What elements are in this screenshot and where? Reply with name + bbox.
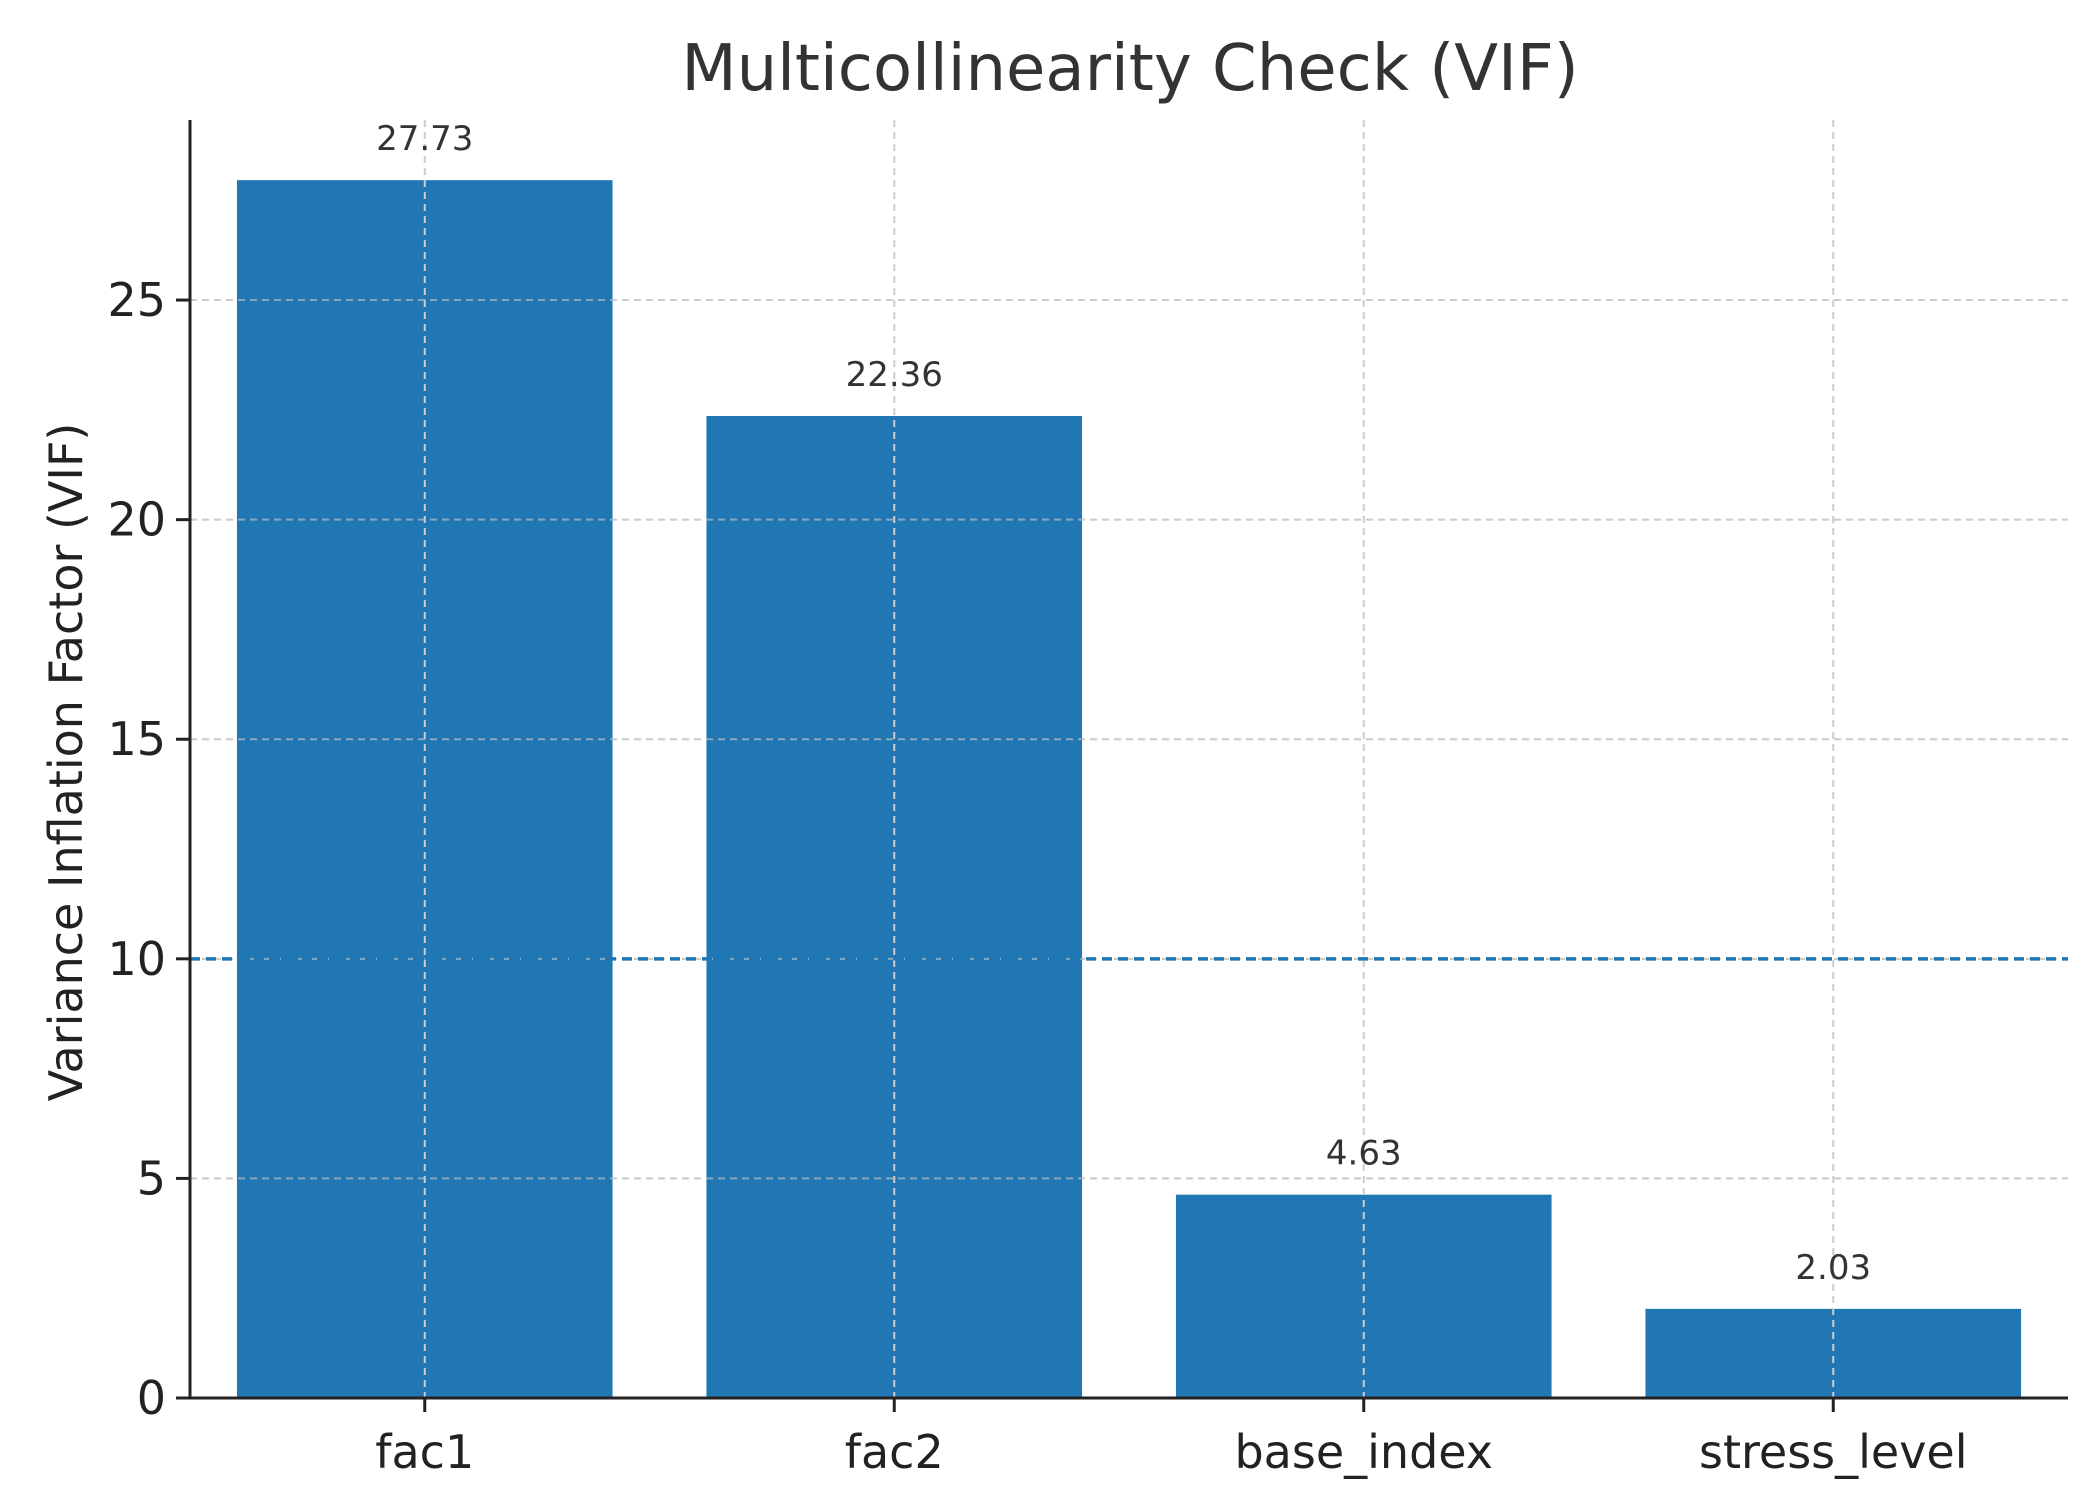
bars-layer	[236, 180, 2022, 1399]
y-tick-label: 25	[107, 273, 166, 327]
bar-value-label: 27.73	[376, 119, 473, 159]
bar-value-label: 2.03	[1795, 1248, 1871, 1288]
x-tick-label: base_index	[1234, 1425, 1493, 1479]
y-tick-label: 5	[137, 1151, 166, 1205]
x-tick-label: stress_level	[1699, 1425, 1968, 1479]
y-tick-label: 15	[107, 712, 166, 766]
labels-layer: 0 5 10 15 20 25 fac1 fac2 base_index stress_level…	[107, 119, 1967, 1479]
overlay-layer	[190, 120, 2068, 1398]
x-tick-label: fac2	[845, 1425, 944, 1479]
y-axis-label: Variance Inflation Factor (VIF)	[39, 423, 93, 1102]
bar-fac1	[236, 180, 613, 1399]
x-tick-label: fac1	[375, 1425, 474, 1479]
y-tick-label: 20	[107, 493, 166, 547]
axes-layer	[176, 120, 2068, 1412]
y-tick-label: 10	[107, 932, 166, 986]
bar-value-label: 22.36	[846, 355, 943, 395]
bar-value-label: 4.63	[1326, 1134, 1402, 1174]
y-tick-label: 0	[137, 1371, 166, 1425]
chart-title: Multicollinearity Check (VIF)	[681, 32, 1578, 106]
